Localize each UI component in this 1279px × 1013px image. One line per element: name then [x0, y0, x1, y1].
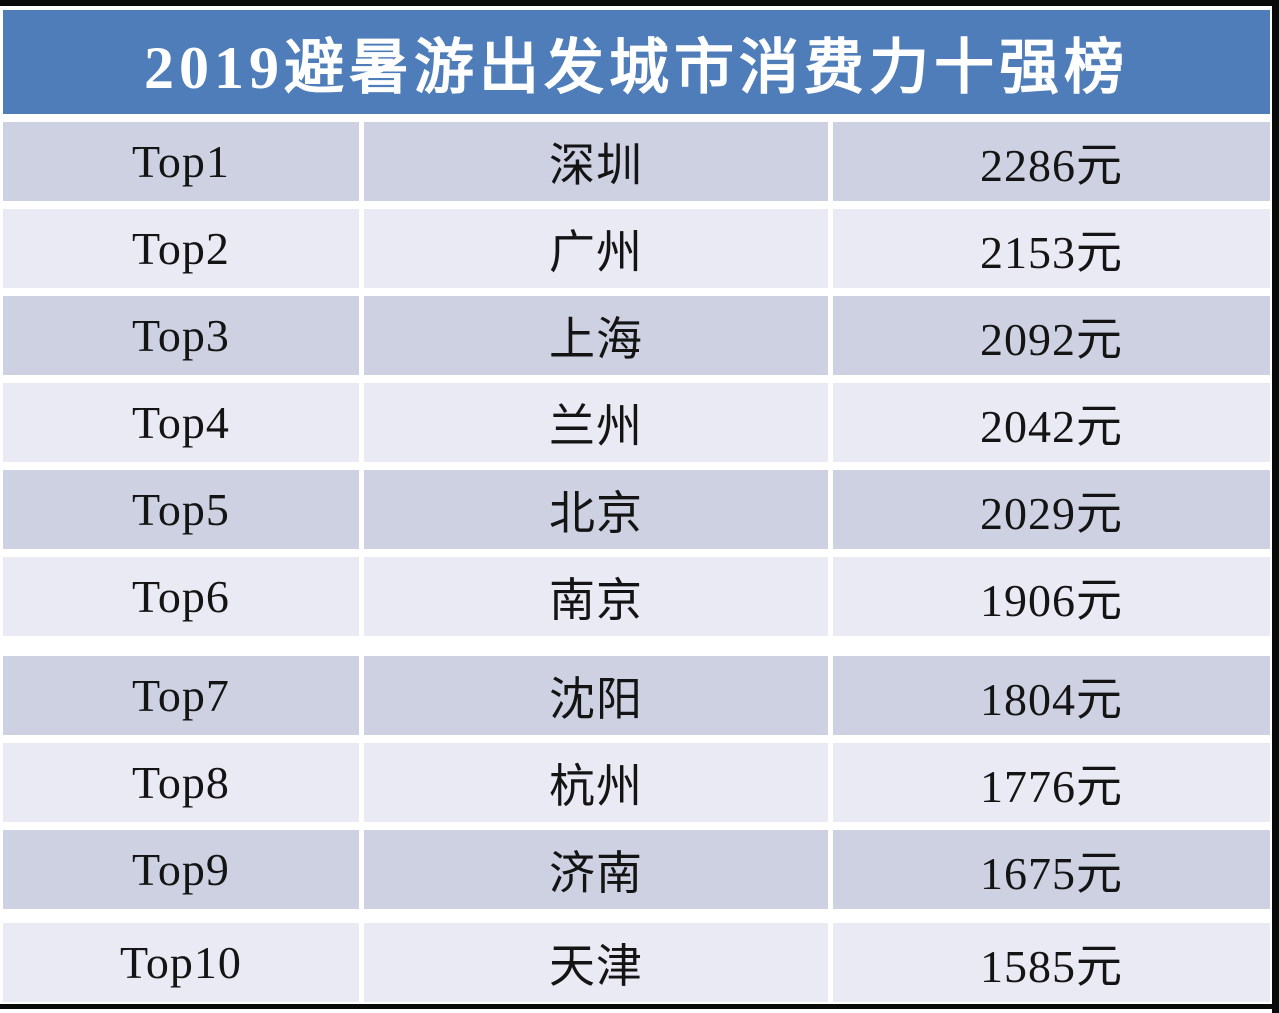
- value-cell: 2286元: [833, 122, 1270, 201]
- table-row: Top4 兰州 2042元: [3, 383, 1270, 462]
- value-cell: 1776元: [833, 743, 1270, 822]
- table-row: Top1 深圳 2286元: [3, 122, 1270, 201]
- table-row: Top5 北京 2029元: [3, 470, 1270, 549]
- city-cell: 天津: [364, 923, 828, 1002]
- table-row: Top8 杭州 1776元: [3, 743, 1270, 822]
- city-cell: 北京: [364, 470, 828, 549]
- value-cell: 1804元: [833, 656, 1270, 735]
- rank-cell: Top2: [3, 209, 359, 288]
- table-row: Top2 广州 2153元: [3, 209, 1270, 288]
- table-row: Top7 沈阳 1804元: [3, 656, 1270, 735]
- table-row: Top3 上海 2092元: [3, 296, 1270, 375]
- table-row: Top9 济南 1675元: [3, 830, 1270, 909]
- value-cell: 2092元: [833, 296, 1270, 375]
- rank-cell: Top10: [3, 923, 359, 1002]
- frame-border-right: [1272, 0, 1279, 1013]
- city-cell: 沈阳: [364, 656, 828, 735]
- table-row: Top10 天津 1585元: [3, 923, 1270, 1002]
- value-cell: 2029元: [833, 470, 1270, 549]
- city-cell: 深圳: [364, 122, 828, 201]
- rank-cell: Top3: [3, 296, 359, 375]
- frame-border-top: [0, 0, 1279, 6]
- rank-cell: Top9: [3, 830, 359, 909]
- table-title: 2019避暑游出发城市消费力十强榜: [3, 10, 1270, 114]
- rank-cell: Top6: [3, 557, 359, 636]
- value-cell: 1585元: [833, 923, 1270, 1002]
- city-cell: 南京: [364, 557, 828, 636]
- value-cell: 2153元: [833, 209, 1270, 288]
- city-cell: 杭州: [364, 743, 828, 822]
- rank-cell: Top1: [3, 122, 359, 201]
- city-cell: 广州: [364, 209, 828, 288]
- frame-border-bottom: [0, 1004, 1279, 1009]
- rank-cell: Top8: [3, 743, 359, 822]
- city-cell: 济南: [364, 830, 828, 909]
- rank-cell: Top4: [3, 383, 359, 462]
- value-cell: 2042元: [833, 383, 1270, 462]
- value-cell: 1906元: [833, 557, 1270, 636]
- ranking-table: 2019避暑游出发城市消费力十强榜 Top1 深圳 2286元 Top2 广州 …: [3, 10, 1270, 1004]
- rank-cell: Top5: [3, 470, 359, 549]
- rank-cell: Top7: [3, 656, 359, 735]
- table-row: Top6 南京 1906元: [3, 557, 1270, 636]
- value-cell: 1675元: [833, 830, 1270, 909]
- city-cell: 兰州: [364, 383, 828, 462]
- city-cell: 上海: [364, 296, 828, 375]
